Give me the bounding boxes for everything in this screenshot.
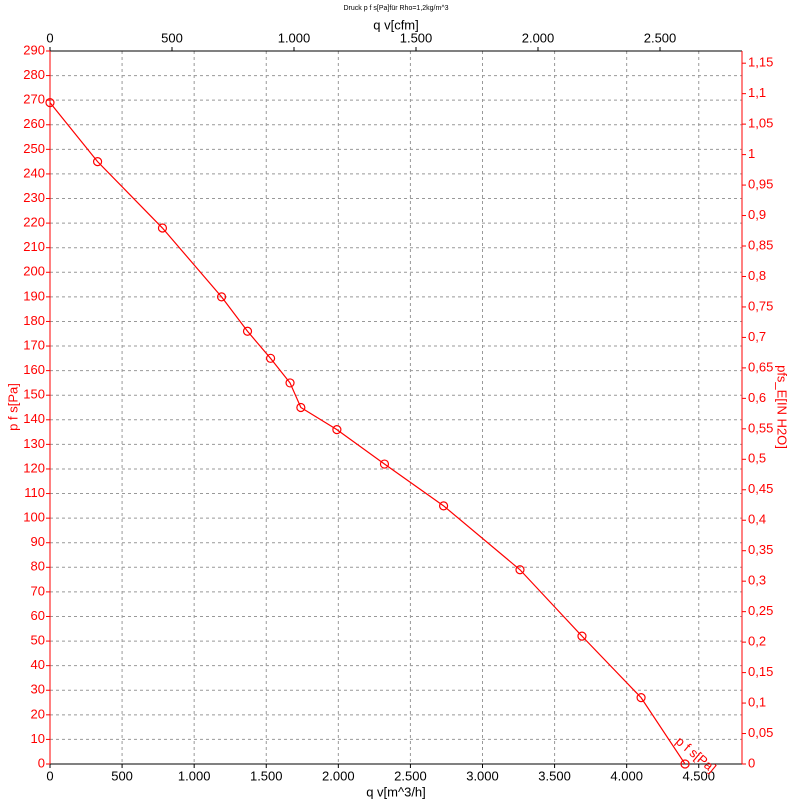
x-tick-label: 3.000 [466, 768, 499, 783]
data-point [285, 378, 295, 388]
y-tick-label: 250 [23, 141, 45, 156]
series-line [49, 102, 686, 765]
y2-axis-label: pfs_E[IN H2O] [775, 365, 790, 449]
y2-tick-label: 0,6 [748, 390, 766, 405]
y-tick-label: 40 [31, 657, 45, 672]
y-tick-label: 290 [23, 42, 45, 57]
x-tick-label: 0 [46, 768, 53, 783]
y2-tick-label: 0,45 [748, 481, 773, 496]
y-tick-label: 160 [23, 362, 45, 377]
y2-tick-label: 1,15 [748, 55, 773, 70]
data-point [332, 425, 342, 435]
y2-tick-label: 0,05 [748, 725, 773, 740]
y2-tick-label: 1,05 [748, 116, 773, 131]
data-point [577, 631, 587, 641]
y2-tick-label: 0,95 [748, 177, 773, 192]
y2-tick-label: 1 [748, 146, 755, 161]
x2-tick-label: 1.500 [400, 30, 433, 45]
data-point [438, 501, 449, 511]
y-tick-label: 170 [23, 337, 45, 352]
y2-tick-label: 0,55 [748, 420, 773, 435]
y-tick-label: 180 [23, 313, 45, 328]
y2-tick-label: 0,8 [748, 268, 766, 283]
data-point [157, 223, 168, 233]
x2-tick-label: 2.500 [644, 30, 677, 45]
y-tick-label: 190 [23, 288, 45, 303]
x2-tick-label: 1.000 [278, 30, 311, 45]
data-point [265, 353, 276, 363]
y-tick-label: 270 [23, 92, 45, 107]
y-tick-label: 100 [23, 510, 45, 525]
data-point [216, 292, 227, 302]
data-point [680, 759, 690, 769]
chart-title: Druck p f s[Pa]für Rho=1,2kg/m^3 [343, 5, 448, 12]
y2-tick-label: 0,9 [748, 207, 766, 222]
y-tick-label: 260 [23, 116, 45, 131]
y2-tick-label: 0,15 [748, 664, 773, 679]
y-tick-label: 60 [31, 608, 45, 623]
y-tick-label: 30 [31, 682, 45, 697]
y-tick-label: 80 [31, 559, 45, 574]
y-tick-label: 150 [23, 387, 45, 402]
data-point [92, 157, 103, 167]
y-tick-label: 120 [23, 460, 45, 475]
y2-tick-label: 0 [748, 755, 755, 770]
y-tick-label: 240 [23, 165, 45, 180]
y2-tick-label: 1,1 [748, 85, 766, 100]
y-tick-label: 90 [31, 534, 45, 549]
y2-tick-label: 0,5 [748, 451, 766, 466]
y-tick-label: 140 [23, 411, 45, 426]
y2-tick-label: 0,85 [748, 237, 773, 252]
y-tick-label: 280 [23, 67, 45, 82]
x-tick-label: 4.500 [682, 768, 715, 783]
y-tick-label: 230 [23, 190, 45, 205]
x-tick-label: 500 [111, 768, 133, 783]
y-tick-label: 210 [23, 239, 45, 254]
y-tick-label: 200 [23, 264, 45, 279]
x2-axis-label: q v[cfm] [373, 17, 419, 32]
x-tick-label: 2.500 [394, 768, 427, 783]
y-axis-label: p f s[Pa] [5, 383, 20, 431]
data-point [379, 459, 390, 469]
y2-tick-label: 0,7 [748, 329, 766, 344]
x2-tick-label: 2.000 [522, 30, 555, 45]
x-tick-label: 2.000 [322, 768, 355, 783]
x-tick-label: 3.500 [538, 768, 571, 783]
x2-tick-label: 500 [161, 30, 183, 45]
y-tick-label: 110 [24, 485, 45, 500]
y2-tick-label: 0,65 [748, 359, 773, 374]
y-tick-label: 20 [31, 706, 45, 721]
y-tick-label: 0 [38, 755, 45, 770]
y2-tick-label: 0,25 [748, 603, 773, 618]
data-point [45, 98, 55, 108]
data-point [636, 693, 646, 703]
x-tick-label: 1.500 [250, 768, 283, 783]
x2-tick-label: 0 [46, 30, 53, 45]
y-tick-label: 10 [31, 731, 45, 746]
y2-tick-label: 0,4 [748, 512, 766, 527]
data-point [515, 565, 525, 575]
y-tick-label: 220 [23, 215, 45, 230]
x-tick-label: 4.000 [610, 768, 643, 783]
y2-tick-label: 0,3 [748, 573, 766, 588]
y-tick-label: 70 [31, 583, 45, 598]
x-axis-label: q v[m^3/h] [366, 784, 426, 799]
y-tick-label: 50 [31, 633, 45, 648]
y2-tick-label: 0,1 [748, 694, 766, 709]
data-point [296, 402, 306, 413]
y2-tick-label: 0,75 [748, 298, 773, 313]
x-tick-label: 1.000 [178, 768, 211, 783]
y2-tick-label: 0,35 [748, 542, 773, 557]
y-tick-label: 130 [23, 436, 45, 451]
data-point [242, 326, 253, 336]
y2-tick-label: 0,2 [748, 634, 766, 649]
